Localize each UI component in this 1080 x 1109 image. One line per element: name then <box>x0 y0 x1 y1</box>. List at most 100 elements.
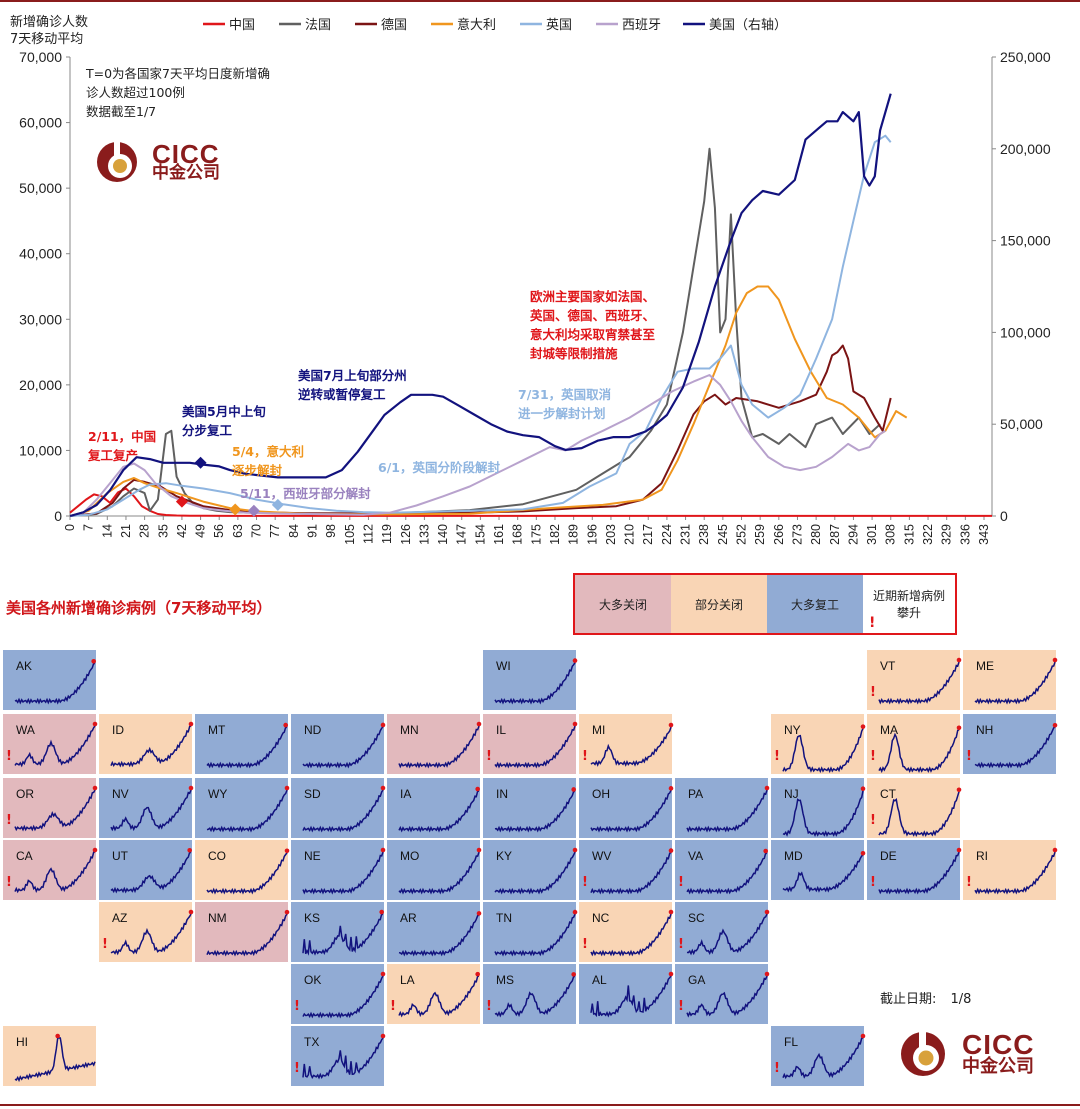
annotation-europe-line3: 意大利均采取宵禁甚至 <box>530 327 656 342</box>
state-sparkline <box>206 722 288 769</box>
peak-marker <box>572 721 578 727</box>
state-line <box>494 662 576 705</box>
peak-marker <box>956 725 962 731</box>
state-line <box>302 975 384 1019</box>
x-tick-label: 322 <box>921 524 935 545</box>
annotation-europe-line4: 封城等限制措施 <box>530 346 618 361</box>
state-line <box>494 790 576 833</box>
state-sparkline <box>686 848 768 895</box>
legend-label: 意大利 <box>457 17 496 33</box>
state-abbr: LA <box>400 973 415 987</box>
x-tick-label: 280 <box>809 524 823 545</box>
state-line <box>398 790 480 833</box>
x-tick-label: 105 <box>343 524 357 545</box>
state-line <box>110 789 192 832</box>
x-tick-label: 287 <box>828 524 842 545</box>
event-marker <box>194 456 207 469</box>
peak-marker <box>764 909 770 915</box>
legend-label: 法国 <box>305 18 331 33</box>
x-tick-label: 140 <box>436 524 450 545</box>
legend-mostly-reopened: 大多复工 <box>767 575 863 633</box>
state-abbr: TN <box>496 911 512 925</box>
annotation-us-july: 美国7月上旬部分州 逆转或暂停复工 <box>298 366 407 404</box>
peak-marker <box>380 722 386 728</box>
state-tile-NH: NH! <box>962 713 1058 775</box>
peak-marker <box>92 847 98 853</box>
series-line-美国（右轴） <box>69 93 892 518</box>
bottom-border <box>0 1104 1080 1106</box>
state-sparkline <box>110 847 192 894</box>
annotation-us-july-line1: 美国7月上旬部分州 <box>298 368 407 383</box>
state-abbr: WA <box>16 723 35 737</box>
cutoff-date: 截止日期: 1/8 <box>880 988 971 1007</box>
state-abbr: AL <box>592 973 607 987</box>
state-tile-WV: WV! <box>578 839 674 901</box>
state-abbr: SC <box>688 911 705 925</box>
legend-label: 中国 <box>229 18 255 33</box>
x-tick-label: 21 <box>119 524 133 538</box>
x-tick-label: 133 <box>417 524 431 545</box>
state-tile-MD: MD <box>770 839 866 901</box>
state-abbr: CO <box>208 849 226 863</box>
state-sparkline <box>14 1033 96 1083</box>
state-tile-LA: LA! <box>386 963 481 1025</box>
legend-label: 德国 <box>381 18 407 33</box>
state-tile-PA: PA <box>674 777 770 839</box>
state-abbr: KY <box>496 849 513 863</box>
peak-marker <box>764 971 770 977</box>
x-tick-label: 329 <box>940 524 954 545</box>
state-abbr: TX <box>304 1035 320 1049</box>
rising-alert-icon: ! <box>6 813 12 828</box>
state-abbr: HI <box>16 1035 28 1049</box>
x-tick-label: 259 <box>753 524 767 545</box>
state-tile-TN: TN <box>482 901 578 963</box>
state-line <box>110 851 192 894</box>
state-line <box>686 789 768 833</box>
state-sparkline <box>590 909 674 957</box>
rising-alert-icon: ! <box>678 937 684 952</box>
state-abbr: MO <box>400 849 420 863</box>
state-abbr: MA <box>880 723 898 737</box>
states-section-title: 美国各州新增确诊病例（7天移动平均） <box>6 599 272 617</box>
state-tile-OR: OR! <box>2 777 98 839</box>
x-tick-label: 147 <box>455 524 469 545</box>
peak-marker <box>475 786 480 792</box>
state-line <box>782 854 864 893</box>
peak-marker <box>284 785 290 791</box>
state-sparkline <box>206 848 290 895</box>
state-tile-NC: NC! <box>578 901 674 963</box>
rising-alert-icon: ! <box>6 749 12 764</box>
rising-alert-icon: ! <box>582 937 588 952</box>
x-tick-label: 0 <box>63 524 77 531</box>
state-sparkline <box>686 971 770 1018</box>
annotation-china-line2: 复工复产 <box>88 448 139 463</box>
annotation-t0-definition: T=0为各国家7天平均日度新增确 诊人数超过100例 数据截至1/7 <box>86 64 270 121</box>
legend-rising-cases: 近期新增病例 攀升 ! <box>863 575 955 633</box>
rising-alert-icon: ! <box>390 999 396 1014</box>
cutoff-value: 1/8 <box>950 992 972 1007</box>
state-tile-CO: CO <box>194 839 290 901</box>
peak-marker <box>956 847 962 853</box>
x-tick-label: 7 <box>82 524 96 531</box>
state-tile-CT: CT! <box>866 777 962 839</box>
state-abbr: DE <box>880 849 897 863</box>
state-line <box>14 789 96 832</box>
rising-alert-icon: ! <box>6 875 12 890</box>
legend-label: 英国 <box>546 18 572 33</box>
state-sparkline <box>110 909 194 956</box>
state-abbr: MN <box>400 723 419 737</box>
state-tile-IL: IL! <box>482 713 578 775</box>
state-tile-WY: WY <box>194 777 290 839</box>
rising-alert-icon: ! <box>678 875 684 890</box>
y-tick-label-right: 150,000 <box>1000 233 1051 249</box>
x-tick-label: 217 <box>641 524 655 545</box>
event-marker <box>229 503 242 516</box>
state-line <box>878 661 960 705</box>
annotation-china-resume: 2/11，中国 复工复产 <box>88 427 156 465</box>
annotation-italy-line1: 5/4，意大利 <box>232 444 304 459</box>
annotation-us-july-line2: 逆转或暂停复工 <box>298 387 386 402</box>
state-tile-GA: GA! <box>674 963 770 1025</box>
x-tick-label: 161 <box>492 524 506 545</box>
state-line <box>110 913 192 956</box>
state-sparkline <box>878 847 962 895</box>
